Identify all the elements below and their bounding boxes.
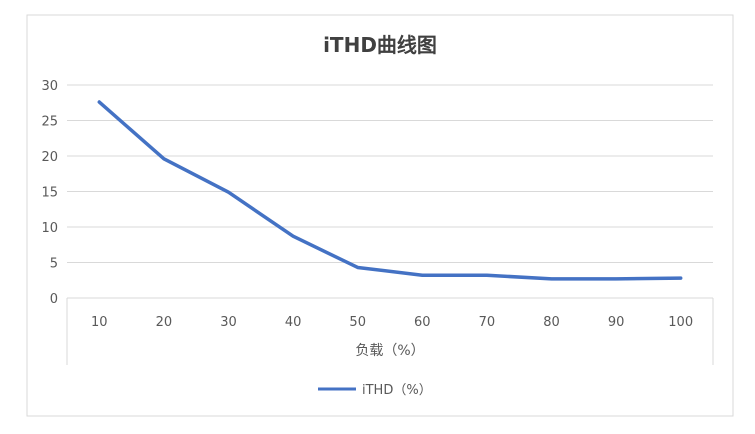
x-tick-label: 50 (349, 315, 366, 330)
x-tick-label: 20 (156, 315, 173, 330)
x-tick-label: 100 (668, 315, 693, 330)
y-tick-label: 20 (41, 150, 58, 165)
y-tick-label: 5 (50, 257, 58, 272)
x-tick-label: 90 (608, 315, 625, 330)
y-tick-label: 10 (41, 221, 58, 236)
legend-series-label: iTHD（%） (362, 383, 432, 398)
x-tick-label: 30 (220, 315, 237, 330)
y-tick-label: 0 (50, 292, 58, 307)
x-tick-label: 70 (479, 315, 496, 330)
x-tick-label: 10 (91, 315, 108, 330)
y-tick-label: 25 (41, 115, 58, 130)
x-axis-title: 负载（%） (355, 343, 424, 359)
x-tick-label: 80 (543, 315, 560, 330)
chart-title: iTHD曲线图 (323, 33, 437, 57)
x-tick-label: 40 (285, 315, 302, 330)
y-tick-label: 30 (41, 79, 58, 94)
x-tick-label: 60 (414, 315, 431, 330)
y-tick-label: 15 (41, 186, 58, 201)
